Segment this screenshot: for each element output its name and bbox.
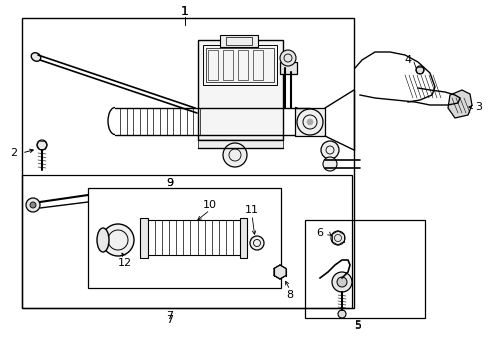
Text: 2: 2 <box>10 148 18 158</box>
Bar <box>198 140 283 148</box>
Text: 5: 5 <box>354 321 361 331</box>
Circle shape <box>30 202 36 208</box>
Circle shape <box>296 109 323 135</box>
Text: 10: 10 <box>203 200 217 210</box>
Circle shape <box>223 143 246 167</box>
Text: 3: 3 <box>474 102 482 112</box>
Bar <box>220 35 258 47</box>
Text: 7: 7 <box>166 311 173 321</box>
Bar <box>252 50 263 80</box>
Circle shape <box>337 310 346 318</box>
Circle shape <box>331 272 351 292</box>
Text: 9: 9 <box>166 178 173 188</box>
Bar <box>88 188 281 288</box>
Ellipse shape <box>97 228 109 252</box>
Bar <box>305 220 424 318</box>
Polygon shape <box>447 90 471 118</box>
Circle shape <box>415 66 423 74</box>
Bar <box>223 50 232 80</box>
Circle shape <box>306 119 312 125</box>
Text: 8: 8 <box>286 290 293 300</box>
Text: 7: 7 <box>166 315 173 325</box>
Circle shape <box>249 236 264 250</box>
Bar <box>198 40 283 140</box>
Bar <box>225 37 251 45</box>
Bar <box>280 62 296 74</box>
Text: 5: 5 <box>354 320 361 330</box>
Circle shape <box>280 50 295 66</box>
Circle shape <box>26 198 40 212</box>
Bar <box>203 45 276 85</box>
Circle shape <box>37 140 47 150</box>
Text: 1: 1 <box>181 5 188 18</box>
Text: 9: 9 <box>166 178 173 188</box>
Circle shape <box>320 141 338 159</box>
Circle shape <box>336 277 346 287</box>
Circle shape <box>330 231 345 245</box>
Ellipse shape <box>31 53 41 61</box>
Bar <box>294 108 325 136</box>
Text: 11: 11 <box>244 205 259 215</box>
Bar <box>22 175 351 308</box>
Text: 12: 12 <box>118 258 132 268</box>
Bar <box>240 218 246 258</box>
Polygon shape <box>273 265 285 279</box>
Text: 6: 6 <box>316 228 323 238</box>
Circle shape <box>323 157 336 171</box>
Text: 1: 1 <box>181 5 188 18</box>
Circle shape <box>102 224 134 256</box>
Bar <box>238 50 247 80</box>
Text: 4: 4 <box>404 55 411 65</box>
Bar <box>205 48 273 82</box>
Bar <box>140 218 148 258</box>
Bar <box>22 18 353 308</box>
Bar <box>207 50 218 80</box>
